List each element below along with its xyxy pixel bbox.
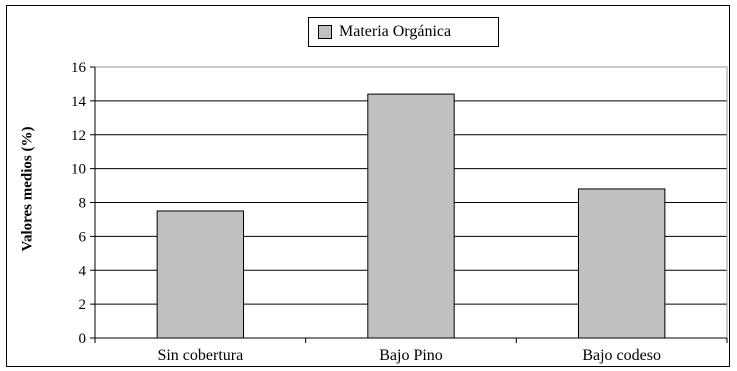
bar — [577, 188, 666, 339]
y-tick-label: 6 — [79, 229, 87, 245]
chart-frame — [6, 5, 730, 367]
x-tick-label: Sin cobertura — [157, 347, 243, 364]
x-tick-label: Bajo Pino — [379, 347, 443, 364]
legend: Materia Orgánica — [308, 17, 499, 47]
y-tick-label: 8 — [79, 196, 87, 212]
x-tick-label: Bajo codeso — [582, 347, 661, 364]
y-tick-label: 14 — [71, 94, 87, 110]
y-tick-label: 0 — [79, 331, 87, 347]
bar — [367, 93, 455, 339]
bar — [156, 210, 245, 339]
y-tick-label: 16 — [71, 60, 87, 76]
legend-swatch — [318, 25, 332, 39]
y-tick-label: 10 — [71, 162, 86, 178]
legend-label: Materia Orgánica — [339, 23, 452, 40]
y-tick-label: 12 — [71, 128, 86, 144]
y-tick-label: 2 — [79, 297, 87, 313]
y-tick-label: 4 — [79, 263, 87, 279]
